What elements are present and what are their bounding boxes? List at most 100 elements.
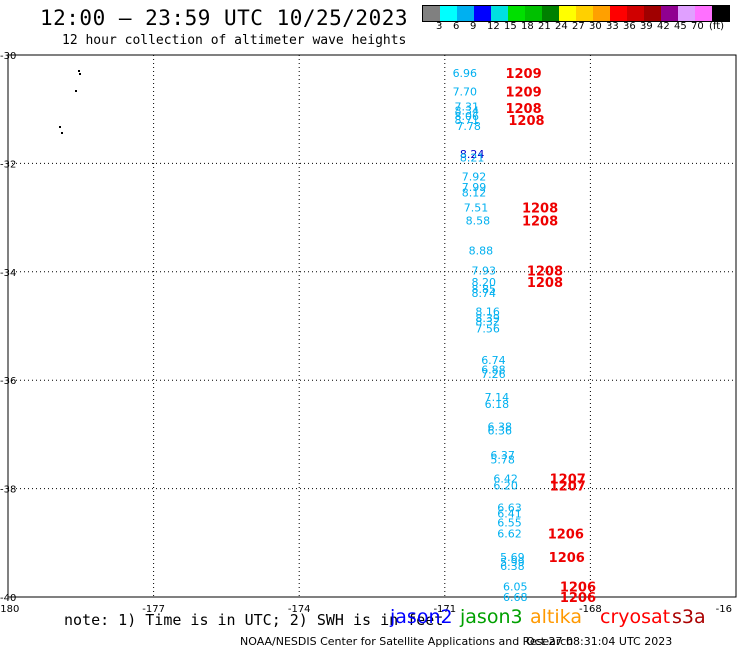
pass-time-label: 1206 xyxy=(560,591,596,606)
wave-height-reading: 8.85 xyxy=(471,283,496,296)
satellite-label-altika: altika xyxy=(530,606,582,628)
legend-swatch xyxy=(542,6,559,21)
satellite-label-cryosat: cryosat xyxy=(600,606,671,628)
wave-height-reading: 6.18 xyxy=(485,398,510,411)
wave-height-reading: 7.51 xyxy=(464,201,489,214)
legend-label: 9 xyxy=(470,21,477,32)
satellite-label-jason2: jason2 xyxy=(390,606,453,628)
wave-height-reading: 7.26 xyxy=(481,368,506,381)
wave-height-reading: 8.88 xyxy=(469,245,494,258)
wave-height-reading: 7.31 xyxy=(455,100,480,113)
color-legend-bar xyxy=(422,5,730,22)
wave-height-reading: 6.63 xyxy=(497,502,522,515)
legend-label: 45 xyxy=(674,21,687,32)
wave-height-reading: 8.58 xyxy=(466,214,491,227)
wave-height-reading: 7.56 xyxy=(475,323,500,336)
wave-height-reading: 8.21 xyxy=(460,151,485,164)
legend-swatch xyxy=(474,6,491,21)
pass-time-label: 1208 xyxy=(522,201,558,216)
latitude-tick-label: -30 xyxy=(0,51,16,62)
island-marker xyxy=(78,70,80,72)
units-note: note: 1) Time is in UTC; 2) SWH is in fe… xyxy=(64,611,444,629)
pass-time-label: 1207 xyxy=(550,479,586,494)
legend-label: 12 xyxy=(487,21,500,32)
wave-height-reading: 6.36 xyxy=(488,425,513,438)
island-marker xyxy=(79,73,81,75)
pass-time-label: 1208 xyxy=(508,114,544,129)
wave-height-reading: 6.74 xyxy=(481,354,506,367)
pass-time-label: 1209 xyxy=(505,85,541,100)
wave-height-reading: 7.99 xyxy=(462,181,487,194)
map-title: 12:00 — 23:59 UTC 10/25/2023 xyxy=(40,6,409,30)
wave-height-reading: 6.38 xyxy=(488,420,513,433)
wave-height-reading: 7.93 xyxy=(471,265,496,278)
wave-height-reading: 8.74 xyxy=(471,287,496,300)
pass-time-label: 1208 xyxy=(527,265,563,280)
wave-height-reading: 6.55 xyxy=(497,517,522,530)
legend-label: 33 xyxy=(606,21,619,32)
wave-height-reading: 6.37 xyxy=(490,449,515,462)
legend-swatch xyxy=(695,6,712,21)
wave-height-reading: 6.96 xyxy=(453,67,478,80)
wave-height-reading: 6.62 xyxy=(497,528,522,541)
longitude-tick-label: -180 xyxy=(0,604,19,615)
legend-label: 24 xyxy=(555,21,568,32)
longitude-tick-label: -168 xyxy=(579,604,602,615)
legend-label: 36 xyxy=(623,21,636,32)
wave-height-reading: 6.88 xyxy=(481,363,506,376)
satellite-label-jason3: jason3 xyxy=(460,606,523,628)
wave-height-reading: 5.69 xyxy=(500,551,525,564)
legend-label: 70 xyxy=(691,21,704,32)
legend-swatch xyxy=(423,6,440,21)
wave-height-reading: 6.38 xyxy=(500,560,525,573)
pass-time-label: 1206 xyxy=(548,528,584,543)
pass-time-label: 1206 xyxy=(560,581,596,596)
latitude-tick-label: -32 xyxy=(0,159,16,170)
wave-height-reading: 7.92 xyxy=(462,170,487,183)
pass-time-label: 1208 xyxy=(522,214,558,229)
legend-swatch xyxy=(440,6,457,21)
legend-label: 3 xyxy=(436,21,443,32)
wave-height-reading: 7.70 xyxy=(453,85,478,98)
legend-label: 15 xyxy=(504,21,517,32)
legend-swatch xyxy=(508,6,525,21)
latitude-tick-label: -34 xyxy=(0,268,16,279)
legend-swatch xyxy=(559,6,576,21)
island-marker xyxy=(75,90,77,92)
legend-swatch xyxy=(593,6,610,21)
map-frame xyxy=(7,54,737,598)
legend-label: 27 xyxy=(572,21,585,32)
pass-time-label: 1208 xyxy=(505,102,541,117)
legend-label: 30 xyxy=(589,21,602,32)
wave-height-reading: 6.41 xyxy=(497,508,522,521)
legend-swatch xyxy=(627,6,644,21)
latitude-tick-label: -40 xyxy=(0,593,16,604)
legend-swatch xyxy=(678,6,695,21)
legend-swatch xyxy=(661,6,678,21)
legend-label: 42 xyxy=(657,21,670,32)
legend-label: 18 xyxy=(521,21,534,32)
legend-label: 6 xyxy=(453,21,460,32)
footer-credit: NOAA/NESDIS Center for Satellite Applica… xyxy=(240,635,574,648)
satellite-label-s3a: s3a xyxy=(672,606,706,628)
latitude-tick-label: -38 xyxy=(0,485,16,496)
wave-height-reading: 5.78 xyxy=(490,453,515,466)
wave-height-reading: 6.20 xyxy=(493,479,518,492)
legend-swatch xyxy=(491,6,508,21)
legend-label: 39 xyxy=(640,21,653,32)
legend-swatch xyxy=(525,6,542,21)
longitude-tick-label: -171 xyxy=(433,604,456,615)
legend-label: 21 xyxy=(538,21,551,32)
wave-height-reading: 8.16 xyxy=(475,305,500,318)
wave-height-reading: 6.05 xyxy=(503,581,528,594)
wave-height-reading: 8.20 xyxy=(471,276,496,289)
legend-label: (ft) xyxy=(709,21,725,32)
island-marker xyxy=(59,126,61,128)
longitude-tick-label: -16 xyxy=(716,604,732,615)
wave-height-reading: 8.12 xyxy=(462,187,487,200)
wave-height-reading: 6.68 xyxy=(503,591,528,604)
wave-height-reading: 8.06 xyxy=(455,110,480,123)
pass-time-label: 1208 xyxy=(527,276,563,291)
footer-date: Oct 27 08:31:04 UTC 2023 xyxy=(526,635,673,648)
